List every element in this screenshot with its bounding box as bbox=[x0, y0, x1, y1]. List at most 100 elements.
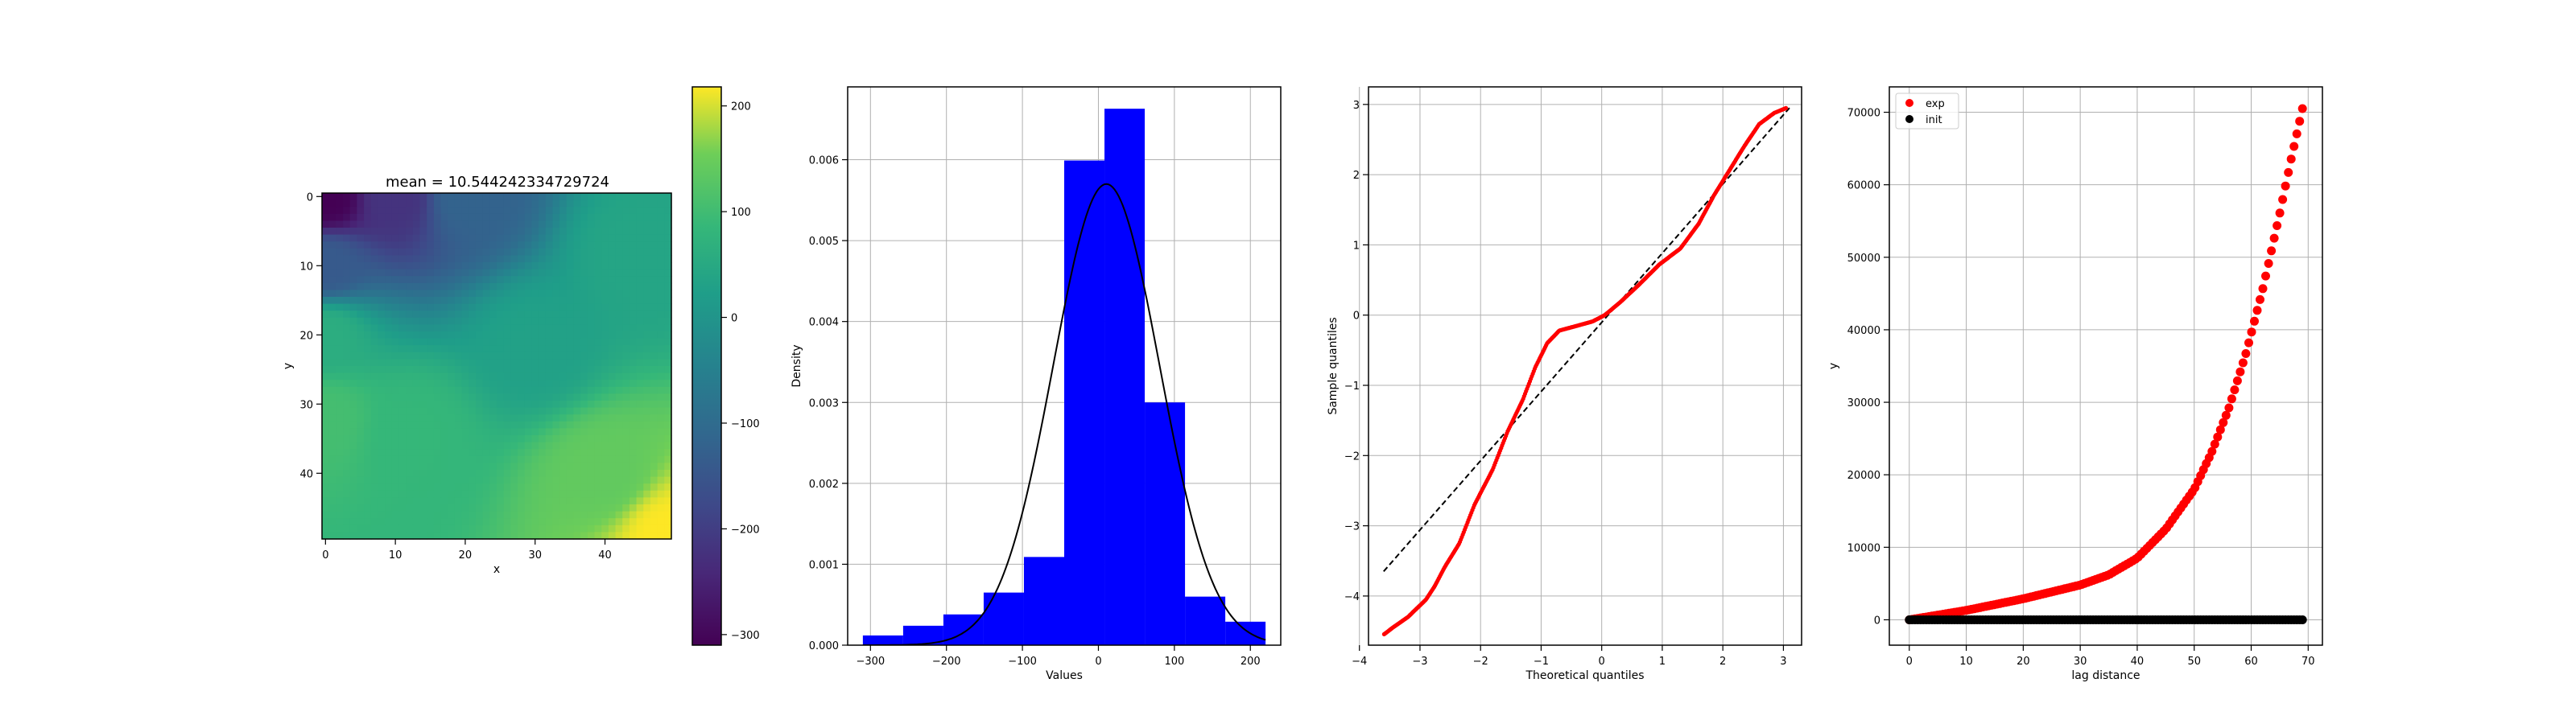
heatmap-cell bbox=[524, 442, 532, 450]
heatmap-cell bbox=[580, 428, 588, 436]
heatmap-cell bbox=[608, 470, 617, 478]
heatmap-cell bbox=[587, 366, 596, 374]
heatmap-cell bbox=[454, 386, 463, 394]
heatmap-cell bbox=[518, 518, 526, 526]
heatmap-cell bbox=[357, 386, 365, 394]
heatmap-cell bbox=[370, 282, 379, 290]
heatmap-cell bbox=[469, 407, 477, 415]
x-tick-label: 200 bbox=[1241, 656, 1261, 668]
heatmap-cell bbox=[398, 497, 407, 505]
variogram-point-exp bbox=[2230, 385, 2240, 395]
heatmap-cell bbox=[552, 317, 560, 325]
heatmap-cell bbox=[594, 269, 602, 277]
heatmap-cell bbox=[370, 386, 379, 394]
heatmap-cell bbox=[643, 455, 651, 463]
heatmap-cell bbox=[482, 393, 490, 401]
heatmap-cell bbox=[636, 200, 644, 208]
heatmap-cell bbox=[364, 401, 372, 409]
heatmap-cell bbox=[573, 303, 581, 311]
heatmap-cell bbox=[552, 524, 560, 533]
heatmap-cell bbox=[650, 483, 658, 492]
heatmap-cell bbox=[461, 269, 469, 277]
heatmap-cell bbox=[385, 518, 393, 526]
variogram-point-exp bbox=[2238, 358, 2248, 368]
heatmap-cell bbox=[608, 455, 617, 463]
heatmap-cell bbox=[594, 282, 602, 290]
heatmap-cell bbox=[545, 483, 554, 492]
heatmap-cell bbox=[503, 331, 511, 339]
heatmap-cell bbox=[559, 518, 568, 526]
heatmap-cell bbox=[454, 338, 463, 346]
heatmap-cell bbox=[573, 532, 581, 540]
heatmap-cell bbox=[559, 470, 568, 478]
heatmap-cell bbox=[594, 234, 602, 242]
heatmap-cell bbox=[664, 414, 672, 422]
heatmap-cell bbox=[573, 338, 581, 346]
heatmap-cell bbox=[510, 331, 518, 339]
heatmap-cell bbox=[601, 248, 609, 256]
heatmap-cell bbox=[657, 407, 665, 415]
heatmap-cell bbox=[539, 193, 547, 201]
heatmap-cell bbox=[336, 317, 344, 325]
heatmap-cell bbox=[364, 455, 372, 463]
heatmap-cell bbox=[594, 324, 602, 332]
heatmap-cell bbox=[349, 255, 357, 263]
heatmap-cell bbox=[503, 213, 511, 221]
heatmap-cell bbox=[412, 282, 421, 290]
heatmap-cell bbox=[343, 504, 351, 512]
heatmap-cell bbox=[475, 276, 484, 284]
heatmap-cell bbox=[594, 255, 602, 263]
heatmap-cell bbox=[461, 338, 469, 346]
heatmap-cell bbox=[448, 463, 456, 471]
heatmap-cell bbox=[385, 311, 393, 319]
heatmap-cell bbox=[518, 393, 526, 401]
heatmap-cell bbox=[552, 532, 560, 540]
heatmap-cell bbox=[440, 269, 448, 277]
heatmap-cell bbox=[531, 200, 539, 208]
heatmap-cell bbox=[343, 463, 351, 471]
heatmap-cell bbox=[427, 297, 435, 305]
heatmap-cell bbox=[559, 297, 568, 305]
heatmap-cell bbox=[469, 269, 477, 277]
heatmap-cell bbox=[539, 483, 547, 492]
heatmap-cell bbox=[531, 241, 539, 249]
heatmap-cell bbox=[489, 262, 497, 270]
heatmap-cell bbox=[643, 470, 651, 478]
heatmap-cell bbox=[482, 228, 490, 236]
heatmap-cell bbox=[448, 282, 456, 290]
heatmap-cell bbox=[412, 290, 421, 298]
heatmap-cell bbox=[643, 421, 651, 429]
heatmap-cell bbox=[475, 248, 484, 256]
heatmap-cell bbox=[497, 435, 505, 443]
heatmap-cell bbox=[615, 524, 623, 533]
heatmap-cell bbox=[328, 483, 336, 492]
heatmap-cell bbox=[552, 435, 560, 443]
heatmap-cell bbox=[657, 290, 665, 298]
heatmap-cell bbox=[531, 220, 539, 228]
heatmap-cell bbox=[427, 401, 435, 409]
x-tick-label: 70 bbox=[2301, 656, 2315, 668]
heatmap-cell bbox=[587, 359, 596, 367]
heatmap-cell bbox=[503, 311, 511, 319]
heatmap-cell bbox=[469, 331, 477, 339]
heatmap-cell bbox=[378, 352, 386, 360]
heatmap-cell bbox=[518, 234, 526, 242]
heatmap-cell bbox=[503, 442, 511, 450]
heatmap-cell bbox=[482, 386, 490, 394]
heatmap-cell bbox=[601, 401, 609, 409]
heatmap-cell bbox=[328, 470, 336, 478]
x-tick-label: 0 bbox=[1599, 656, 1605, 668]
heatmap-cell bbox=[580, 532, 588, 540]
heatmap-cell bbox=[440, 476, 448, 484]
heatmap-cell bbox=[608, 463, 617, 471]
heatmap-cell bbox=[580, 303, 588, 311]
heatmap-cell bbox=[448, 324, 456, 332]
heatmap-cell bbox=[573, 324, 581, 332]
heatmap-cell bbox=[343, 248, 351, 256]
heatmap-cell bbox=[489, 380, 497, 388]
heatmap-cell bbox=[559, 511, 568, 519]
heatmap-cell bbox=[629, 455, 638, 463]
heatmap-cell bbox=[364, 345, 372, 353]
heatmap-cell bbox=[552, 455, 560, 463]
heatmap-cell bbox=[552, 255, 560, 263]
